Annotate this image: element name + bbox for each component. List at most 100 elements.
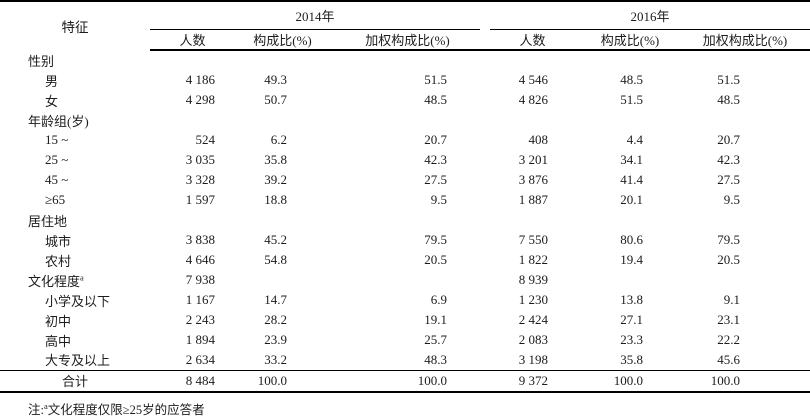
table-row-2: 女 4 298 50.7 48.5 4 826 51.5 48.5 xyxy=(0,90,810,110)
table-cell xyxy=(235,270,330,290)
table-cell xyxy=(235,210,330,230)
table-body: 性别男 4 186 49.3 51.5 4 546 48.5 51.5 女 4 298 50.7 4… xyxy=(0,50,810,393)
table-cell: 4 826 xyxy=(518,92,548,107)
table-cell: 51.5 xyxy=(620,92,643,107)
table-row-13: 初中 2 243 28.2 19.1 2 424 27.1 23.1 xyxy=(0,310,810,330)
table-row-1: 男 4 186 49.3 51.5 4 546 48.5 51.5 xyxy=(0,70,810,90)
table-cell xyxy=(485,110,580,130)
table-cell: 2 243 xyxy=(185,312,215,327)
table-cell xyxy=(580,210,680,230)
column-header-characteristic: 特征 xyxy=(61,20,89,35)
year-header-2014: 2014年 xyxy=(150,1,485,30)
table-row-6: 45 ~ 3 328 39.2 27.5 3 876 41.4 27.5 xyxy=(0,170,810,190)
table-cell: 19.1 xyxy=(424,312,447,327)
table-cell: 2 424 xyxy=(518,312,548,327)
table-cell: 13.8 xyxy=(620,292,643,307)
footnote-marker: a xyxy=(43,400,48,411)
table-cell: 4 546 xyxy=(518,72,548,87)
table-cell: 524 xyxy=(195,132,216,147)
table-cell: 8 484 xyxy=(150,369,235,393)
column-header-count-2016: 人数 xyxy=(485,30,580,51)
table-cell: 42.3 xyxy=(424,152,447,167)
table-cell: 42.3 xyxy=(717,152,740,167)
table-cell: 2 083 xyxy=(518,332,548,347)
row-label: 小学及以下 xyxy=(45,293,111,309)
table-cell: 51.5 xyxy=(424,72,447,87)
row-label: 年龄组(岁) xyxy=(28,113,89,129)
table-cell: 20.7 xyxy=(424,132,447,147)
table-cell: 7 550 xyxy=(518,232,548,247)
table-cell: 48.5 xyxy=(620,72,643,87)
table-cell: 18.8 xyxy=(264,192,287,207)
row-label: 大专及以上 xyxy=(45,353,111,369)
table-row-15: 大专及以上 2 634 33.2 48.3 3 198 35.8 45.6 xyxy=(0,350,810,370)
table-cell: 9.1 xyxy=(723,292,740,307)
year-header-2014-label: 2014年 xyxy=(150,2,480,30)
table-cell xyxy=(330,270,485,290)
table-cell: 22.2 xyxy=(717,332,740,347)
table-cell xyxy=(485,50,580,70)
table-cell: 79.5 xyxy=(424,232,447,247)
table-cell: 19.4 xyxy=(620,252,643,267)
table-cell xyxy=(580,270,680,290)
table-cell: 25.7 xyxy=(424,332,447,347)
table-cell xyxy=(150,50,235,70)
table-cell xyxy=(485,210,580,230)
table-cell xyxy=(680,270,810,290)
table-cell: 3 838 xyxy=(185,232,215,247)
table-header: 特征 2014年 2016年 人数 构成比(%) 加权构成比(%) 人数 构成比… xyxy=(0,1,810,51)
row-label: 居住地 xyxy=(28,213,68,229)
table-row-11: 文化程度a 7 938 8 939 xyxy=(0,270,810,290)
row-label: ≥65 xyxy=(45,192,66,207)
table-cell: 100.0 xyxy=(235,369,330,393)
table-cell: 80.6 xyxy=(620,232,643,247)
table-cell: 23.3 xyxy=(620,332,643,347)
column-header-percent-2016: 构成比(%) xyxy=(580,30,680,51)
table-cell: 1 230 xyxy=(518,292,548,307)
table-cell: 45.2 xyxy=(264,232,287,247)
table-header-row-years: 特征 2014年 2016年 xyxy=(0,1,810,35)
row-label: 女 xyxy=(45,93,59,109)
table-row-total: 合计 8 484 100.0 100.0 9 372 100.0 100.0 xyxy=(0,369,810,393)
table-cell: 3 198 xyxy=(518,351,548,367)
table-row-0: 性别 xyxy=(0,50,810,70)
table-cell: 54.8 xyxy=(264,252,287,267)
row-label: 25 ~ xyxy=(45,152,69,167)
footnote-text: 文化程度仅限≥25岁的应答者 xyxy=(47,403,205,417)
table-cell: 7 938 xyxy=(185,272,215,287)
table-cell: 4 298 xyxy=(185,92,215,107)
row-label: 合计 xyxy=(0,369,150,393)
row-label: 15 ~ xyxy=(45,132,69,147)
table-cell: 1 597 xyxy=(185,192,215,207)
table-cell: 2 634 xyxy=(185,351,215,367)
table-cell: 1 887 xyxy=(518,192,548,207)
table-row-4: 15 ~ 524 6.2 20.7 408 4.4 20.7 xyxy=(0,130,810,150)
table-cell xyxy=(580,110,680,130)
table-row-5: 25 ~ 3 035 35.8 42.3 3 201 34.1 42.3 xyxy=(0,150,810,170)
year-header-2016-label: 2016年 xyxy=(490,2,810,30)
table-cell xyxy=(580,50,680,70)
table-cell: 3 035 xyxy=(185,152,215,167)
table-cell: 3 201 xyxy=(518,152,548,167)
table-cell xyxy=(330,210,485,230)
table-cell: 48.3 xyxy=(424,351,447,367)
table-cell: 8 939 xyxy=(518,272,548,287)
table-row-7: ≥65 1 597 18.8 9.5 1 887 20.1 9.5 xyxy=(0,190,810,210)
table-row-9: 城市 3 838 45.2 79.5 7 550 80.6 79.5 xyxy=(0,230,810,250)
table-cell: 100.0 xyxy=(580,369,680,393)
row-label: 性别 xyxy=(28,53,55,69)
table-cell: 48.5 xyxy=(424,92,447,107)
table-cell: 14.7 xyxy=(264,292,287,307)
table-cell xyxy=(150,210,235,230)
table-footnote: 注:a文化程度仅限≥25岁的应答者 xyxy=(0,393,810,418)
table-cell: 20.1 xyxy=(620,192,643,207)
table-cell xyxy=(150,110,235,130)
column-header-count-2014: 人数 xyxy=(150,30,235,51)
table-cell: 20.5 xyxy=(424,252,447,267)
table-cell: 35.8 xyxy=(620,351,643,367)
row-label: 农村 xyxy=(45,253,72,269)
statistics-table: 特征 2014年 2016年 人数 构成比(%) 加权构成比(%) 人数 构成比… xyxy=(0,0,810,393)
table-cell: 23.1 xyxy=(717,312,740,327)
table-cell xyxy=(235,50,330,70)
